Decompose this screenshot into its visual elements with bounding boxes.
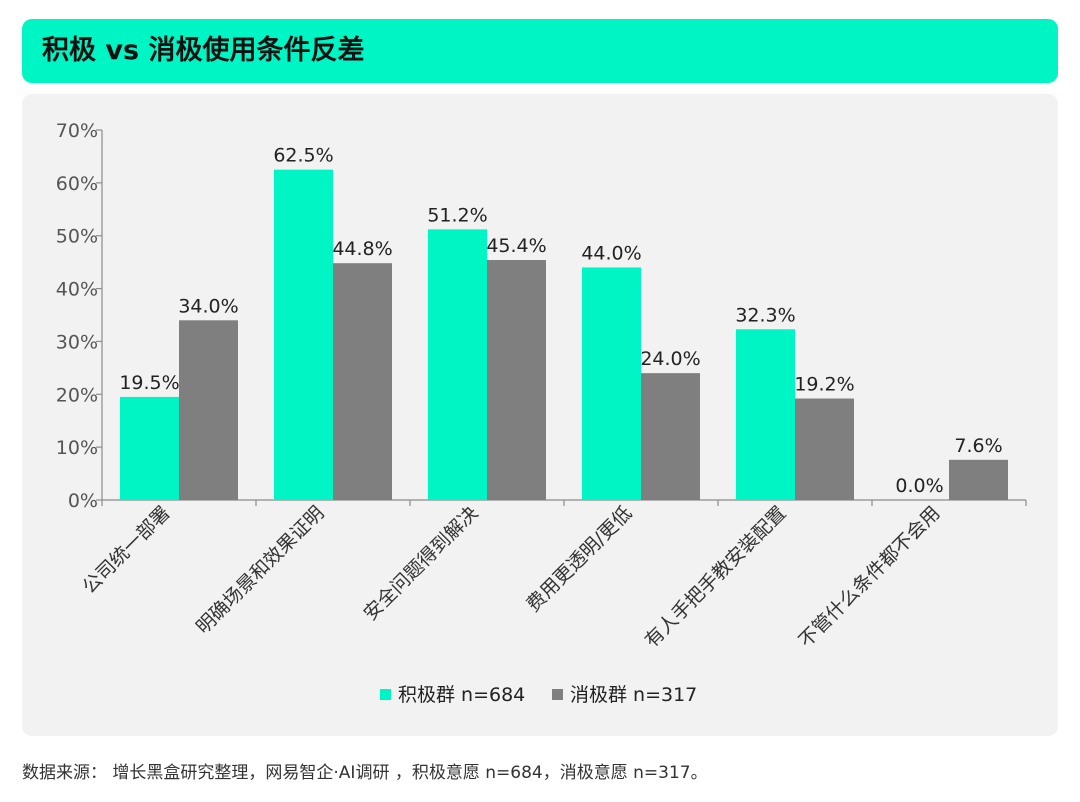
bar [428, 229, 487, 500]
data-label: 19.5% [119, 372, 179, 394]
data-label: 32.3% [735, 304, 795, 326]
y-tick-label: 60% [56, 173, 98, 195]
data-label: 7.6% [954, 435, 1002, 457]
data-label: 44.8% [332, 238, 392, 260]
y-tick-label: 30% [56, 331, 98, 353]
data-label: 44.0% [581, 242, 641, 264]
legend-label: 积极群 n=684 [398, 684, 525, 706]
title-bar: 积极 vs 消极使用条件反差 [22, 19, 1058, 83]
bar [487, 260, 546, 500]
y-tick-label: 40% [56, 279, 98, 301]
bar [179, 320, 238, 500]
bar [736, 329, 795, 500]
source-note: 数据来源： 增长黑盒研究整理，网易智企·AI调研 ，积极意愿 n=684，消极意… [22, 763, 708, 783]
bar-chart: 0% 10% 20% 30% 40% 50% 60% 70% 19.5% 62.5% 51.2% 44… [56, 120, 1027, 706]
data-label: 34.0% [178, 295, 238, 317]
y-tick-label: 20% [56, 384, 98, 406]
category-label: 费用更透明/更低 [522, 502, 636, 616]
data-label: 51.2% [427, 204, 487, 226]
y-tick-label: 0% [68, 490, 98, 512]
category-label: 公司统一部署 [78, 502, 174, 598]
y-tick-label: 70% [56, 120, 98, 142]
category-label: 有人手把手教安装配置 [641, 502, 791, 652]
data-label: 19.2% [794, 374, 854, 396]
data-label: 62.5% [273, 145, 333, 167]
legend-label: 消极群 n=317 [570, 684, 697, 706]
category-label: 不管什么条件都不会用 [795, 502, 945, 652]
y-tick-label: 10% [56, 437, 98, 459]
data-label: 24.0% [640, 348, 700, 370]
category-label: 明确场景和效果证明 [192, 502, 328, 638]
category-label: 安全问题得到解决 [359, 502, 482, 625]
bar [795, 398, 854, 500]
bar [582, 267, 641, 500]
bar [333, 263, 392, 500]
bar [274, 169, 333, 500]
legend-swatch [380, 689, 391, 700]
chart-panel: 0% 10% 20% 30% 40% 50% 60% 70% 19.5% 62.5% 51.2% 44… [22, 94, 1058, 736]
bar [120, 396, 179, 500]
bar [641, 373, 700, 500]
y-tick-label: 50% [56, 226, 98, 248]
page-title: 积极 vs 消极使用条件反差 [42, 35, 365, 66]
bar [949, 459, 1008, 500]
data-label: 0.0% [895, 475, 943, 497]
data-label: 45.4% [486, 235, 546, 257]
legend-swatch [552, 689, 563, 700]
